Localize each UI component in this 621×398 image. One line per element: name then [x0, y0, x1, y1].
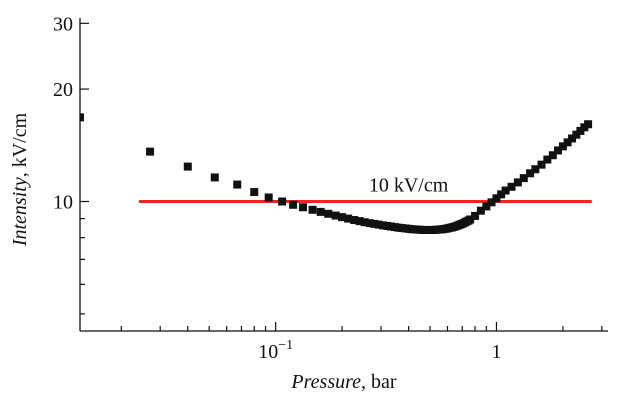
data-point — [289, 200, 298, 209]
y-tick-label: 30 — [53, 13, 73, 35]
data-point — [537, 160, 546, 169]
data-point — [548, 151, 557, 160]
x-ticks: 10−1 1 — [120, 322, 603, 363]
data-point — [572, 130, 581, 139]
data-point — [360, 218, 369, 227]
data-point — [476, 206, 485, 215]
data-point — [370, 219, 379, 228]
x-tick-label-exponent: −1 — [278, 338, 293, 353]
x-axis-title-unit: , bar — [361, 371, 397, 393]
data-point — [324, 209, 333, 218]
data-point — [338, 213, 347, 222]
data-point — [80, 113, 84, 122]
data-point — [233, 180, 242, 189]
reference-layer: 10 kV/cm — [138, 174, 592, 203]
x-tick-label-base: 10 — [258, 341, 278, 363]
data-point — [344, 214, 353, 223]
data-point — [543, 155, 552, 164]
data-point — [298, 203, 307, 212]
data-point — [331, 211, 340, 220]
y-axis-title-italic: Intensity — [9, 177, 31, 247]
data-points — [80, 113, 593, 234]
data-point — [250, 188, 259, 197]
data-point — [471, 211, 480, 220]
data-point — [584, 120, 593, 129]
data-point — [507, 182, 516, 191]
data-point — [563, 138, 572, 147]
data-point — [355, 217, 364, 226]
y-axis-title-unit: , kV/cm — [9, 112, 31, 177]
x-axis-title: Pressure, bar — [290, 371, 397, 393]
x-tick-label: 10−1 — [258, 338, 293, 363]
data-point — [526, 169, 535, 178]
data-point — [350, 216, 359, 225]
y-axis-title: Intensity, kV/cm — [9, 112, 31, 247]
data-point — [183, 162, 192, 171]
x-tick-label: 1 — [491, 341, 501, 363]
y-ticks: 10 20 30 — [53, 13, 89, 315]
data-point — [519, 174, 528, 183]
data-point — [264, 193, 273, 202]
data-point — [374, 220, 383, 229]
data-point — [497, 190, 506, 199]
data-point — [531, 165, 540, 174]
data-point — [568, 134, 577, 143]
data-point — [501, 186, 510, 195]
data-point — [316, 207, 325, 216]
data-point — [466, 215, 475, 224]
data-point — [278, 197, 287, 206]
data-point — [308, 205, 317, 214]
data-point — [513, 178, 522, 187]
data-point — [487, 198, 496, 207]
x-axis-title-italic: Pressure — [290, 371, 361, 393]
data-point — [554, 146, 563, 155]
data-point — [146, 147, 155, 156]
data-point — [558, 142, 567, 151]
data-point — [210, 173, 219, 182]
data-point — [365, 219, 374, 228]
data-point — [492, 194, 501, 203]
data-point — [482, 202, 491, 211]
y-tick-label: 20 — [53, 79, 73, 101]
y-tick-label: 10 — [53, 191, 73, 213]
reference-line-label: 10 kV/cm — [369, 174, 449, 196]
